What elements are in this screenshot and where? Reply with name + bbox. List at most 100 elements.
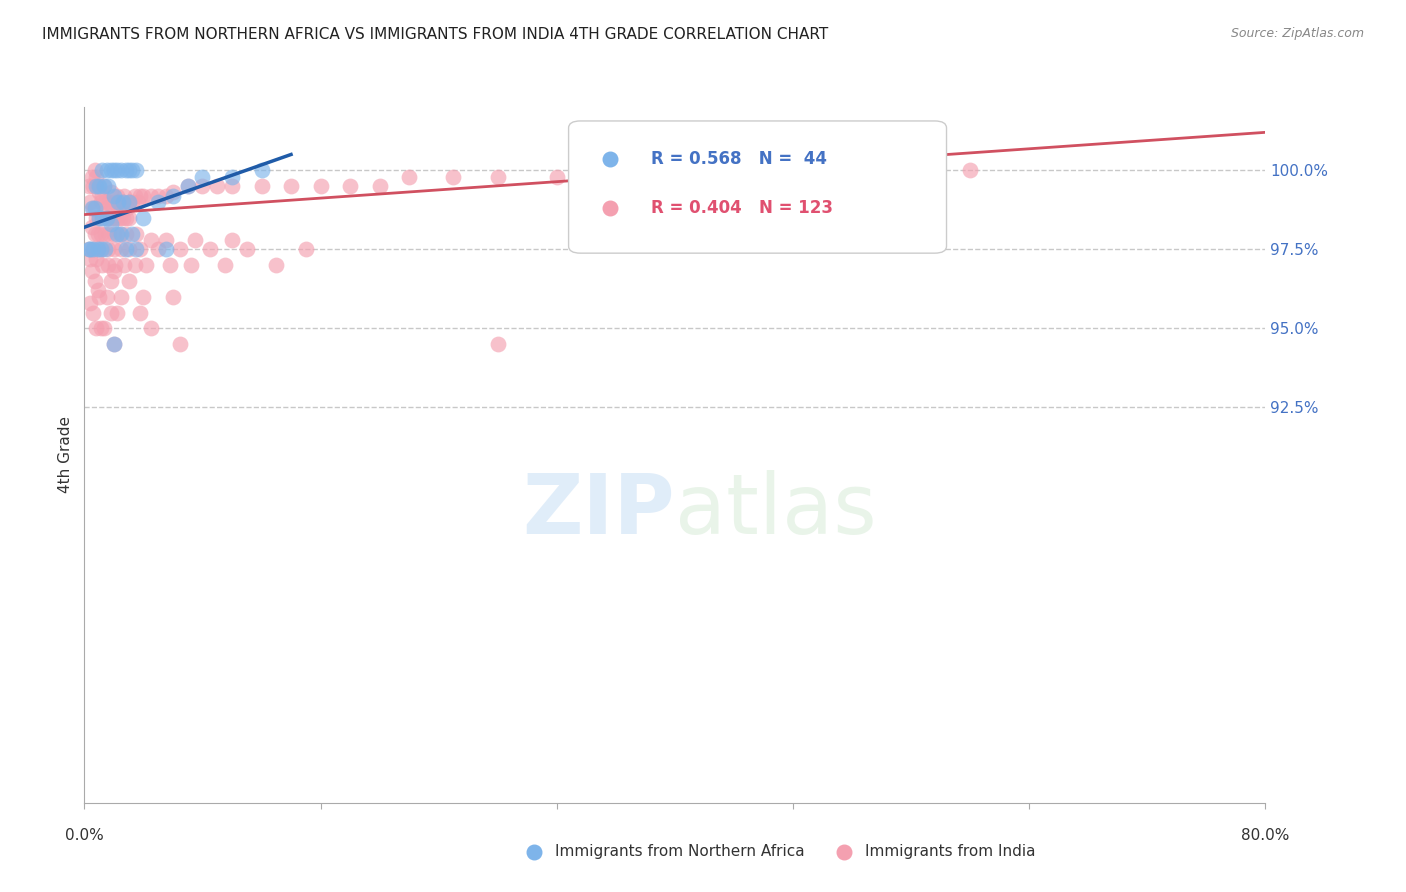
Point — [104, 258, 127, 272]
Text: ZIP: ZIP — [523, 470, 675, 551]
Point — [162, 290, 184, 304]
Point — [97, 243, 120, 257]
Point — [110, 227, 132, 241]
Point — [486, 337, 509, 351]
Point — [91, 188, 114, 202]
Point — [79, 194, 101, 209]
Point — [105, 227, 128, 241]
Point — [93, 321, 115, 335]
Point — [441, 169, 464, 184]
Point — [155, 188, 177, 202]
Point — [125, 227, 148, 241]
Point — [90, 227, 112, 241]
Point — [93, 179, 115, 194]
Point — [103, 243, 125, 257]
Text: Source: ZipAtlas.com: Source: ZipAtlas.com — [1230, 27, 1364, 40]
Point — [155, 233, 177, 247]
Point — [86, 227, 108, 241]
Point — [84, 252, 107, 266]
Point — [110, 163, 132, 178]
Point — [118, 274, 141, 288]
Point — [84, 169, 107, 184]
Point — [94, 243, 117, 257]
Point — [121, 227, 143, 241]
Point — [91, 211, 114, 225]
Point — [97, 179, 120, 194]
Point — [94, 194, 117, 209]
Point — [77, 179, 100, 194]
Point — [118, 194, 141, 209]
Point — [129, 305, 152, 319]
Point — [105, 188, 128, 202]
Point — [198, 243, 221, 257]
Point — [84, 179, 107, 194]
Point — [91, 258, 114, 272]
Point — [89, 186, 111, 200]
Point — [486, 169, 509, 184]
Point — [139, 233, 162, 247]
Point — [162, 188, 184, 202]
Point — [177, 179, 200, 194]
Point — [118, 194, 141, 209]
Point — [250, 163, 273, 178]
Point — [118, 243, 141, 257]
Point — [959, 163, 981, 178]
Point — [79, 243, 101, 257]
Point — [90, 194, 112, 209]
Point — [103, 211, 125, 225]
Point — [103, 264, 125, 278]
Point — [139, 321, 162, 335]
Point — [125, 163, 148, 178]
Point — [90, 321, 112, 335]
Point — [97, 258, 120, 272]
Point — [96, 163, 118, 178]
Point — [121, 194, 143, 209]
Point — [82, 201, 104, 215]
Text: Immigrants from Northern Africa: Immigrants from Northern Africa — [555, 845, 806, 859]
Point — [180, 258, 202, 272]
Point — [94, 227, 117, 241]
Point — [107, 201, 129, 215]
Point — [103, 227, 125, 241]
Point — [91, 243, 114, 257]
Point — [111, 194, 134, 209]
Point — [110, 290, 132, 304]
Point — [80, 264, 103, 278]
Point — [221, 233, 243, 247]
Point — [93, 179, 115, 194]
Point — [100, 217, 122, 231]
Point — [398, 169, 420, 184]
Point — [86, 243, 108, 257]
Point — [108, 227, 131, 241]
Text: 80.0%: 80.0% — [1241, 828, 1289, 843]
Point — [100, 211, 122, 225]
Point — [83, 201, 105, 215]
Point — [177, 179, 200, 194]
Point — [103, 163, 125, 178]
Y-axis label: 4th Grade: 4th Grade — [58, 417, 73, 493]
Point — [111, 211, 134, 225]
Point — [91, 163, 114, 178]
Point — [148, 188, 170, 202]
Point — [96, 201, 118, 215]
Point — [114, 243, 136, 257]
Point — [83, 274, 105, 288]
Point — [118, 211, 141, 225]
Point — [832, 845, 855, 859]
Point — [77, 243, 100, 257]
Point — [84, 321, 107, 335]
Point — [100, 305, 122, 319]
Point — [112, 188, 135, 202]
Point — [103, 188, 125, 202]
Point — [86, 284, 108, 298]
Point — [236, 243, 259, 257]
Point — [169, 337, 191, 351]
Point — [129, 188, 152, 202]
Point — [124, 188, 146, 202]
Point — [368, 179, 391, 194]
Point — [84, 211, 107, 225]
Point — [169, 243, 191, 257]
Point — [107, 194, 129, 209]
Point — [115, 201, 138, 215]
Point — [295, 243, 318, 257]
